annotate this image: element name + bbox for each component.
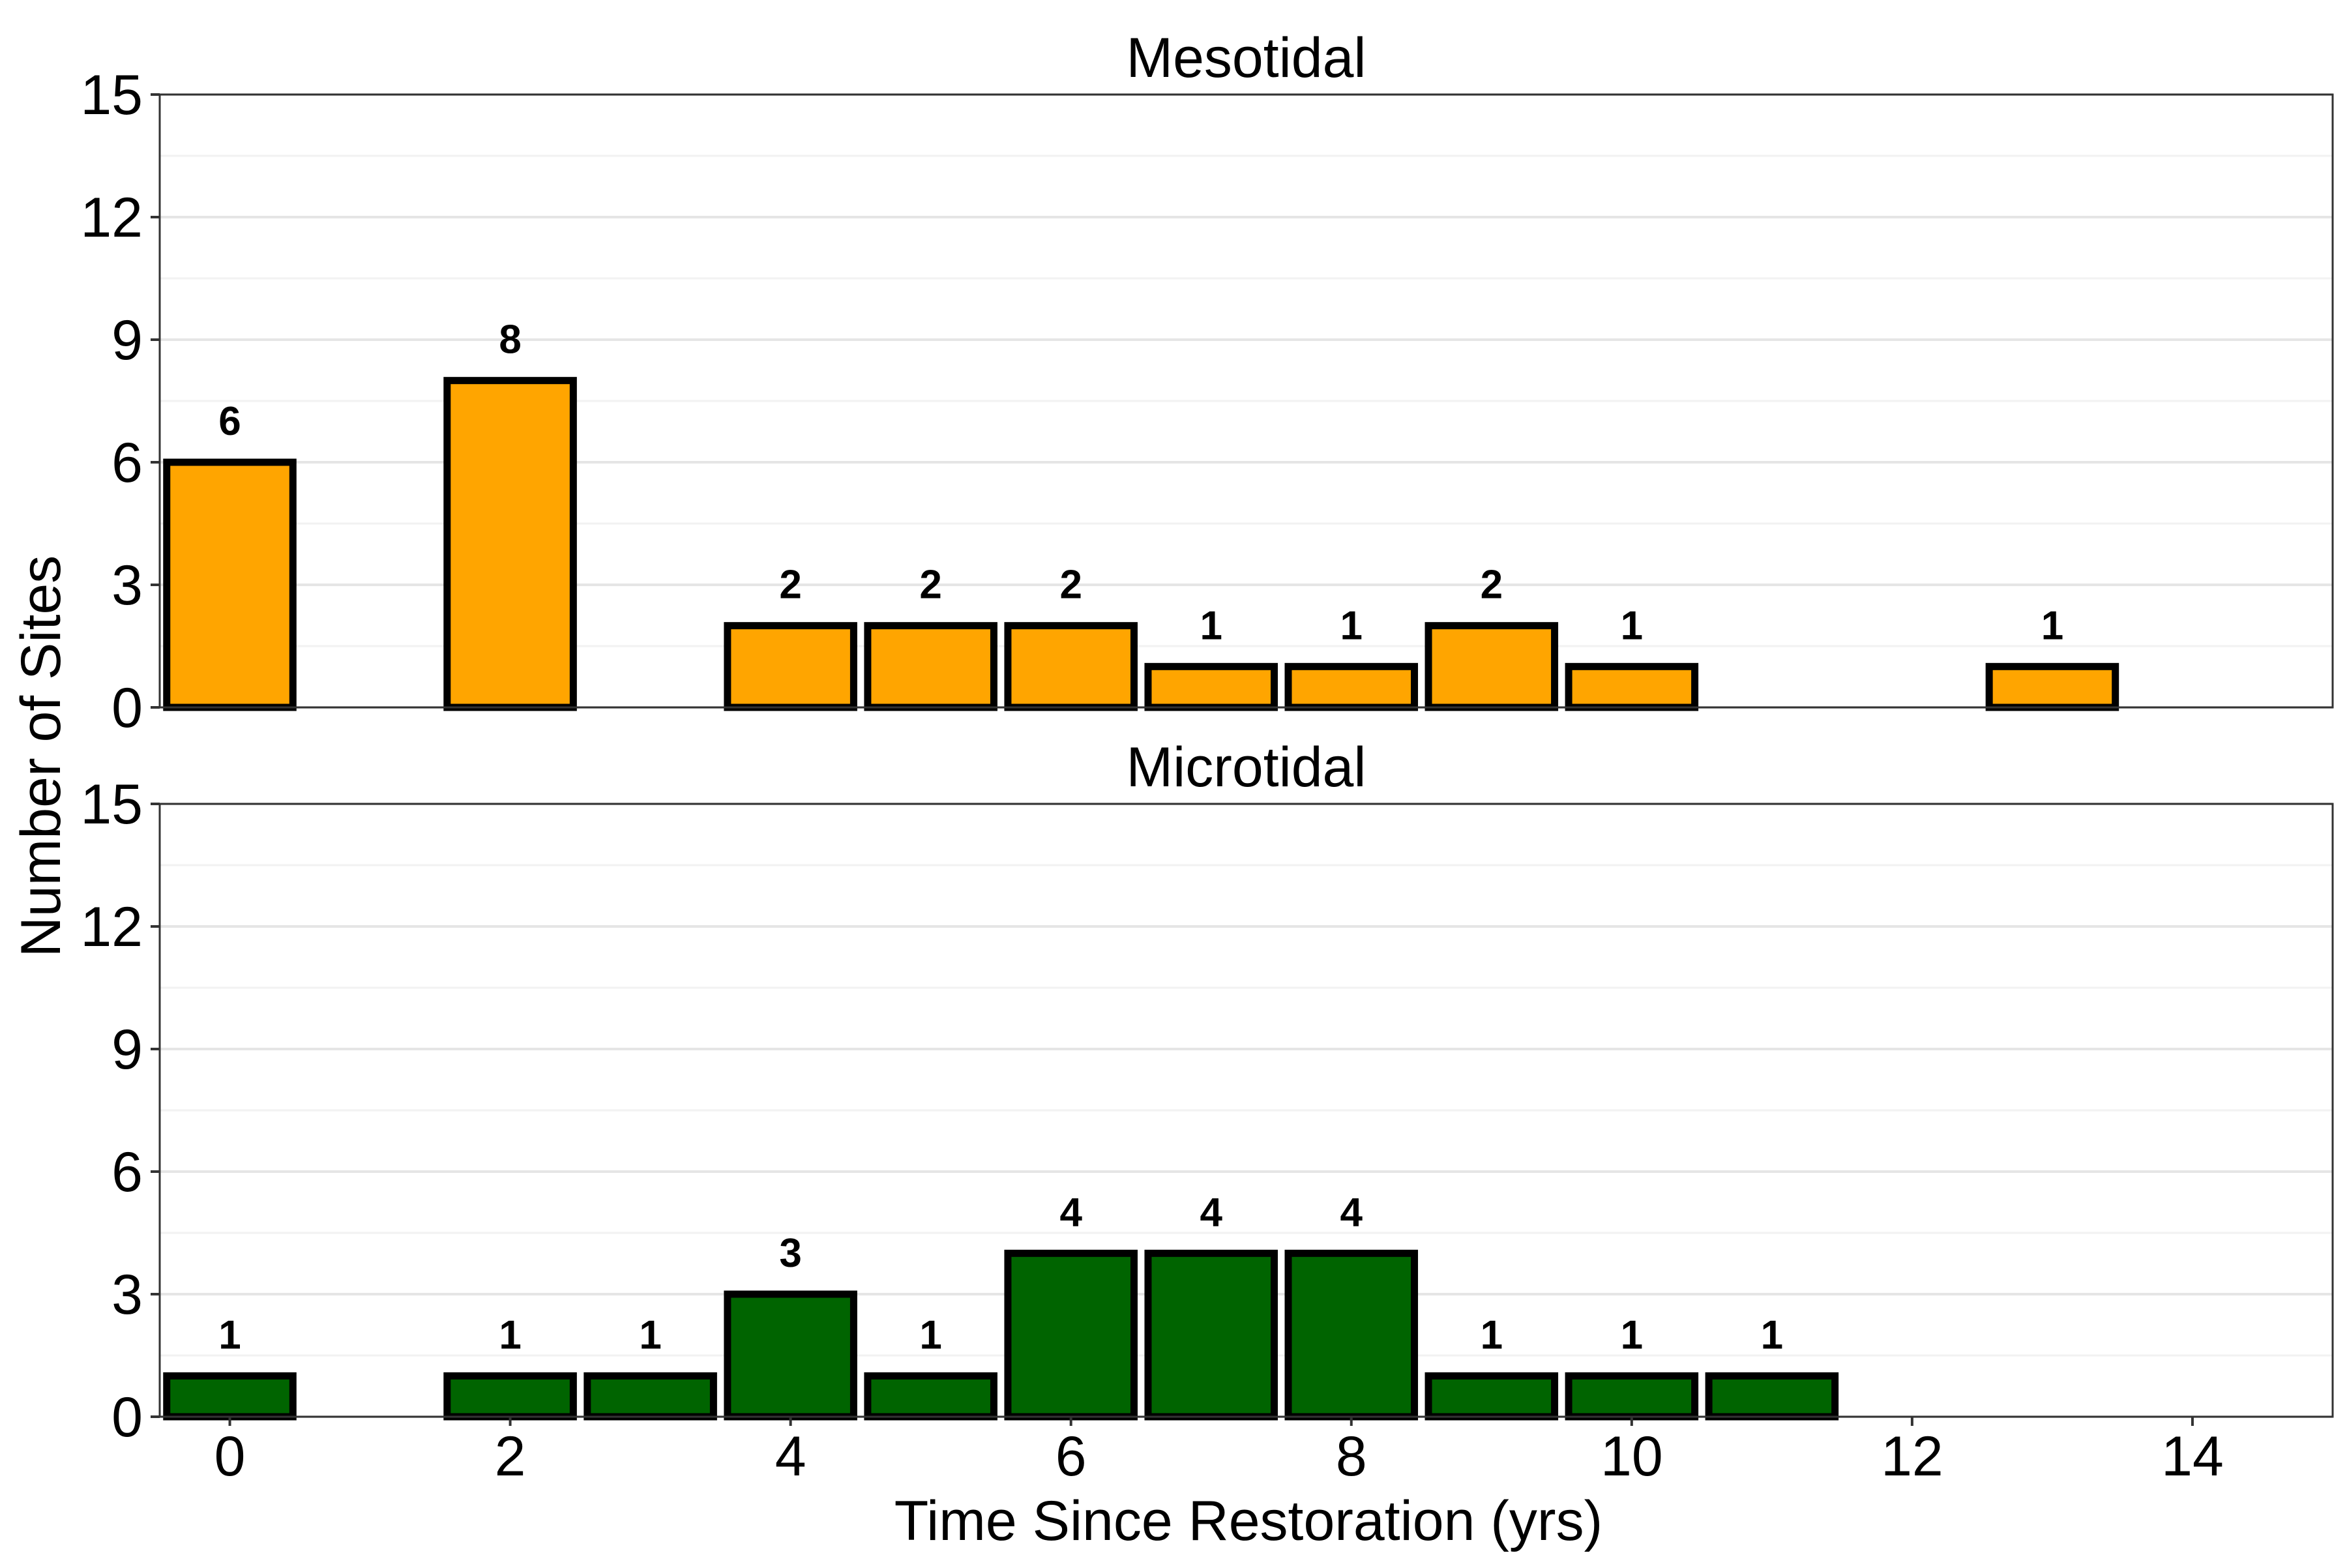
y-tick-label: 3 — [111, 1264, 143, 1326]
panel-title: Microtidal — [1127, 736, 1366, 799]
x-tick-label: 10 — [1601, 1425, 1663, 1488]
bar-value-label: 1 — [1621, 1312, 1643, 1357]
bar-value-label: 1 — [2041, 603, 2063, 648]
bar-value-label: 6 — [218, 399, 241, 444]
bar-microtidal-6 — [1004, 1249, 1138, 1421]
y-tick-label: 15 — [80, 773, 143, 836]
bar-microtidal-8 — [1284, 1249, 1419, 1421]
bar-microtidal-5 — [864, 1372, 997, 1421]
y-tick-label: 9 — [111, 309, 143, 372]
y-tick-label: 12 — [80, 896, 143, 958]
bar-mesotidal-8 — [1284, 662, 1419, 711]
bar-value-label: 1 — [1621, 603, 1643, 648]
bar-value-label: 4 — [1340, 1190, 1363, 1235]
x-axis-title: Time Since Restoration (yrs) — [894, 1490, 1602, 1552]
bar-mesotidal-0 — [163, 458, 297, 711]
x-tick-label: 2 — [495, 1425, 526, 1488]
y-tick-label: 6 — [111, 432, 143, 494]
y-axis-title: Number of Sites — [10, 555, 72, 958]
bar-microtidal-7 — [1144, 1249, 1278, 1421]
y-tick-label: 15 — [80, 64, 143, 126]
bar-mesotidal-10 — [1565, 662, 1699, 711]
y-tick-label: 3 — [111, 554, 143, 617]
bar-value-label: 1 — [218, 1312, 241, 1357]
bar-microtidal-10 — [1565, 1372, 1699, 1421]
x-tick-label: 12 — [1881, 1425, 1943, 1488]
bar-microtidal-2 — [443, 1372, 577, 1421]
panel-border — [158, 803, 2334, 1418]
y-tick-label: 0 — [111, 677, 143, 739]
bar-mesotidal-13 — [1985, 662, 2119, 711]
bar-value-label: 1 — [499, 1312, 521, 1357]
x-tick-label: 0 — [214, 1425, 246, 1488]
bar-value-label: 4 — [1200, 1190, 1222, 1235]
bar-microtidal-0 — [163, 1372, 297, 1421]
bar-microtidal-4 — [724, 1290, 857, 1421]
x-tick-label: 4 — [775, 1425, 806, 1488]
bar-value-label: 3 — [779, 1231, 801, 1276]
bar-value-label: 1 — [1200, 603, 1222, 648]
bar-value-label: 2 — [919, 563, 941, 608]
bar-value-label: 1 — [639, 1312, 661, 1357]
y-tick-label: 6 — [111, 1141, 143, 1204]
bar-value-label: 2 — [1481, 563, 1503, 608]
bar-mesotidal-2 — [443, 377, 577, 711]
bar-value-label: 1 — [1340, 603, 1363, 648]
y-tick-label: 0 — [111, 1386, 143, 1449]
x-tick-label: 14 — [2161, 1425, 2224, 1488]
panel-title: Mesotidal — [1126, 27, 1366, 89]
bar-value-label: 8 — [499, 318, 521, 362]
bar-value-label: 1 — [919, 1312, 941, 1357]
panel-border — [158, 93, 2334, 709]
bar-mesotidal-6 — [1004, 622, 1138, 711]
bar-mesotidal-4 — [724, 622, 857, 711]
bar-value-label: 1 — [1761, 1312, 1783, 1357]
bar-mesotidal-5 — [864, 622, 997, 711]
bar-value-label: 2 — [1059, 563, 1082, 608]
x-tick-label: 6 — [1055, 1425, 1087, 1488]
bar-value-label: 1 — [1481, 1312, 1503, 1357]
bar-mesotidal-7 — [1144, 662, 1278, 711]
bar-microtidal-9 — [1424, 1372, 1559, 1421]
bar-value-label: 4 — [1059, 1190, 1082, 1235]
y-tick-label: 9 — [111, 1018, 143, 1081]
y-tick-label: 12 — [80, 186, 143, 249]
bar-value-label: 2 — [779, 563, 801, 608]
x-tick-label: 8 — [1336, 1425, 1367, 1488]
bar-microtidal-11 — [1705, 1372, 1839, 1421]
bar-microtidal-3 — [583, 1372, 717, 1421]
bar-mesotidal-9 — [1424, 622, 1559, 711]
